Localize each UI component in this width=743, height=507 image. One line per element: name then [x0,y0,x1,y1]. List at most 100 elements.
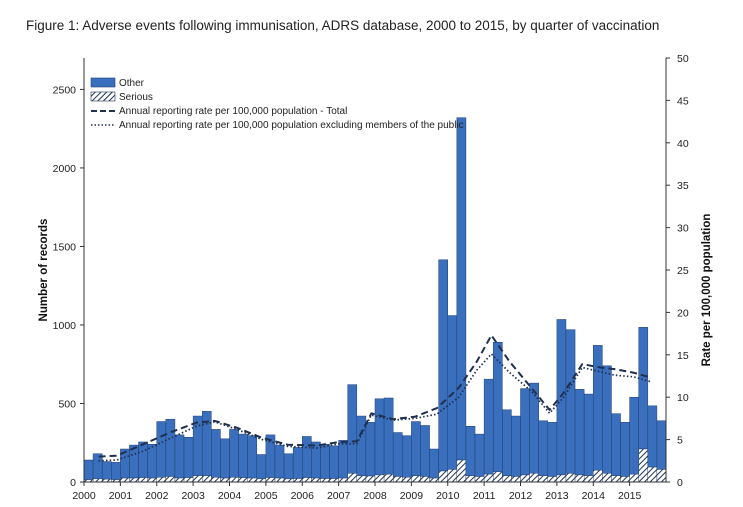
bar-other [302,436,312,478]
bar-serious [456,459,467,483]
bar-serious [165,476,176,483]
bar-other [320,444,330,479]
bar-serious [147,477,157,483]
y2-tick-label: 25 [677,265,689,277]
bar-other [329,445,339,479]
x-tick-label: 2011 [473,490,496,502]
x-tick-label: 2008 [363,490,387,502]
bar-serious [547,476,558,483]
x-tick-label: 2010 [436,490,460,502]
bar-serious [611,475,621,483]
bar-serious [174,477,185,483]
y2-axis-label: Rate per 100,000 population [701,214,713,367]
bar-serious [292,478,303,483]
y2-tick-label: 35 [677,180,689,192]
bar-serious [383,473,394,483]
bar-other [165,418,176,477]
line-excl-public-rate [98,353,652,462]
y-tick-label: 2500 [53,84,77,96]
bar-serious [620,476,630,483]
bar-serious [502,475,512,483]
bar-serious [465,475,476,483]
bar-other [602,365,612,474]
bar-other [465,426,476,476]
bar-other [520,388,530,476]
y2-tick-label: 20 [677,307,689,319]
bar-other [593,345,603,471]
bar-other [656,420,667,470]
bar-serious [538,475,548,483]
bar-serious [574,474,585,483]
bar-serious [302,477,312,483]
bar-other [147,444,158,479]
legend-label-total-rate: Annual reporting rate per 100,000 popula… [119,106,347,117]
legend-swatch-other [90,77,116,88]
bar-serious [647,466,658,483]
y2-tick-label: 45 [677,95,689,107]
x-tick-label: 2005 [254,490,278,502]
bar-serious [511,476,521,483]
bar-other [483,378,494,475]
bars-group [83,117,667,483]
legend-label-other: Other [119,78,145,89]
y-tick-label: 1500 [53,241,77,253]
x-tick-label: 2004 [218,490,242,502]
bar-serious [247,477,257,483]
bar-serious [129,477,139,483]
bar-serious [211,477,221,483]
rate-lines-group [98,334,652,462]
bar-other [538,420,549,476]
bar-other [511,415,521,477]
x-tick-label: 2012 [509,490,533,502]
bar-serious [183,477,194,483]
bar-other [365,422,376,477]
bar-serious [320,478,330,483]
bar-other [583,393,594,476]
bar-serious [602,473,612,483]
bar-other [574,389,585,476]
bar-serious [638,448,649,483]
bar-other [347,384,358,474]
y-tick-label: 500 [58,398,76,410]
bar-other [292,447,303,479]
bar-serious [429,477,439,483]
bar-serious [402,477,412,483]
bar-serious [447,469,458,483]
x-tick-label: 2000 [72,490,96,502]
bar-other [620,422,630,477]
x-ticks: 2000 2001 2002 2003 2004 2005 2006 2007 2008 2009… [72,482,641,502]
bar-serious [583,475,594,483]
chart-title: Figure 1: Adverse events following immun… [26,18,659,33]
legend-label-excl-public-rate: Annual reporting rate per 100,000 popula… [119,120,464,131]
bar-serious [311,477,321,483]
bar-other [392,432,403,477]
y-axis-label: Number of records [38,219,50,322]
bar-other [111,462,121,480]
bar-serious [220,477,230,483]
bar-other [411,421,421,476]
bar-serious [374,474,385,483]
x-tick-label: 2007 [327,490,351,502]
bar-other [638,327,649,450]
y-ticks-left: 0 500 1000 1500 2000 2500 [53,84,84,489]
bar-other [456,117,467,461]
bar-other [283,453,294,480]
bar-serious [411,475,421,483]
bar-other [429,448,439,479]
bar-other [647,405,658,468]
x-tick-label: 2006 [291,490,315,502]
bar-other [420,425,430,477]
bar-serious [202,475,212,483]
bar-other [629,396,639,475]
bar-serious [365,475,376,483]
y-tick-label: 2000 [53,163,77,175]
bar-serious [265,477,276,483]
bar-serious [238,477,248,483]
bar-serious [274,477,285,483]
y2-tick-label: 40 [677,138,689,150]
y-tick-label: 1000 [53,320,77,332]
bar-serious [120,477,130,483]
legend: Other Serious Annual reporting rate per … [90,77,464,131]
bar-other [211,429,221,478]
bar-serious [629,473,639,483]
